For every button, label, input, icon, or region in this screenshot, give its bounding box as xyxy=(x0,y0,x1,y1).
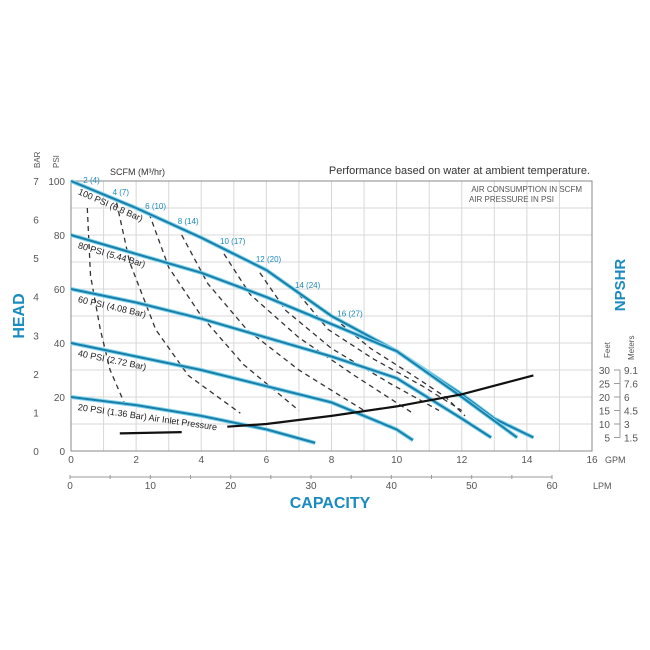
lpm-tick-label: 60 xyxy=(546,481,558,492)
x-unit-gpm: GPM xyxy=(605,455,626,465)
y-unit-bar: BAR xyxy=(33,151,42,168)
air-curve xyxy=(148,213,300,412)
note-air-consumption: AIR CONSUMPTION IN SCFM xyxy=(471,185,582,194)
air-curve-label: 8 (14) xyxy=(178,217,199,226)
air-curve xyxy=(86,207,127,409)
labels: Performance based on water at ambient te… xyxy=(11,151,636,512)
psi-tick-label: 60 xyxy=(54,285,66,296)
x-axis-title: CAPACITY xyxy=(290,495,371,512)
pressure-curve xyxy=(70,342,414,442)
x-tick-label: 8 xyxy=(329,455,335,466)
bar-tick-label: 6 xyxy=(33,216,39,227)
npshr-meters-tick-label: 4.5 xyxy=(624,407,638,418)
psi-tick-label: 100 xyxy=(48,177,65,188)
lpm-tick-label: 0 xyxy=(67,481,73,492)
npshr-feet-tick-label: 5 xyxy=(604,434,610,445)
air-curve-label: 12 (20) xyxy=(256,255,282,264)
npshr-line xyxy=(119,431,182,435)
x-tick-label: 0 xyxy=(68,455,74,466)
npshr-meters-tick-label: 1.5 xyxy=(624,434,638,445)
npshr-meters-tick-label: 3 xyxy=(624,420,630,431)
air-curve-label: 4 (7) xyxy=(113,188,130,197)
air-curve xyxy=(115,202,241,414)
npshr-feet-tick-label: 10 xyxy=(599,420,611,431)
npshr-feet-tick-label: 15 xyxy=(599,407,611,418)
npshr-feet-tick-label: 20 xyxy=(599,393,611,404)
x-tick-label: 6 xyxy=(264,455,270,466)
bar-tick-label: 7 xyxy=(33,177,39,188)
bar-tick-label: 2 xyxy=(33,370,39,381)
lpm-tick-label: 30 xyxy=(305,481,317,492)
psi-tick-label: 20 xyxy=(54,393,66,404)
chart-title: Performance based on water at ambient te… xyxy=(329,165,590,177)
npshr-meters-tick-label: 6 xyxy=(624,393,630,404)
air-curve-label: 2 (4) xyxy=(83,176,100,185)
psi-tick-label: 0 xyxy=(59,447,65,458)
air-consumption-curves: 2 (4) 4 (7) 6 (10) 8 (14) 10 (17) 12 (20) 14 (… xyxy=(83,176,466,417)
y-axis-title: HEAD xyxy=(11,293,28,338)
air-curve-label: 16 (27) xyxy=(337,309,363,318)
npshr-curve xyxy=(119,374,534,435)
air-curve-label: 10 (17) xyxy=(220,237,246,246)
npshr-line xyxy=(227,374,534,428)
grid xyxy=(70,180,593,452)
air-label: SCFM (M³/hr) xyxy=(110,167,165,177)
y-unit-psi: PSI xyxy=(52,155,61,168)
npshr-meters-tick-label: 9.1 xyxy=(624,366,638,377)
y2-unit-meters: Meters xyxy=(627,336,636,360)
npshr-meters-tick-label: 7.6 xyxy=(624,380,638,391)
x-tick-label: 12 xyxy=(456,455,468,466)
pressure-curve xyxy=(70,288,492,439)
bar-tick-label: 4 xyxy=(33,293,39,304)
pressure-curve xyxy=(70,396,316,444)
x-tick-label: 10 xyxy=(391,455,403,466)
plot-frame xyxy=(70,180,593,452)
lpm-tick-label: 40 xyxy=(386,481,398,492)
x-tick-label: 14 xyxy=(521,455,533,466)
bar-tick-label: 1 xyxy=(33,408,39,419)
lpm-tick-label: 10 xyxy=(145,481,157,492)
air-curve xyxy=(181,234,365,412)
npshr-feet-tick-label: 25 xyxy=(599,380,611,391)
pressure-curve xyxy=(70,234,518,439)
note-air-pressure: AIR PRESSURE IN PSI xyxy=(469,195,554,204)
pressure-curves: 100 PSI (6.8 Bar)80 PSI (5.44 Bar)60 PSI… xyxy=(70,179,535,445)
x-tick-label: 16 xyxy=(586,455,598,466)
bar-tick-label: 5 xyxy=(33,254,39,265)
y2-axis-title: NPSHR xyxy=(612,259,629,312)
air-curve xyxy=(259,272,440,412)
axes: 0 2 4 6 8 10 12 14 160 10 20 30 40 50 6002040608010001… xyxy=(33,177,638,492)
lpm-tick-label: 20 xyxy=(225,481,237,492)
y2-unit-feet: Feet xyxy=(603,341,612,358)
psi-tick-label: 80 xyxy=(54,231,66,242)
x-unit-lpm: LPM xyxy=(593,481,612,491)
air-curve xyxy=(340,323,466,417)
x-tick-label: 2 xyxy=(133,455,139,466)
air-curve-label: 14 (24) xyxy=(295,281,321,290)
x-tick-label: 4 xyxy=(198,455,204,466)
bar-tick-label: 3 xyxy=(33,331,39,342)
air-curve-label: 6 (10) xyxy=(145,202,166,211)
bar-tick-label: 0 xyxy=(33,447,39,458)
npshr-feet-tick-label: 30 xyxy=(599,366,611,377)
lpm-tick-label: 50 xyxy=(466,481,478,492)
psi-tick-label: 40 xyxy=(54,339,66,350)
